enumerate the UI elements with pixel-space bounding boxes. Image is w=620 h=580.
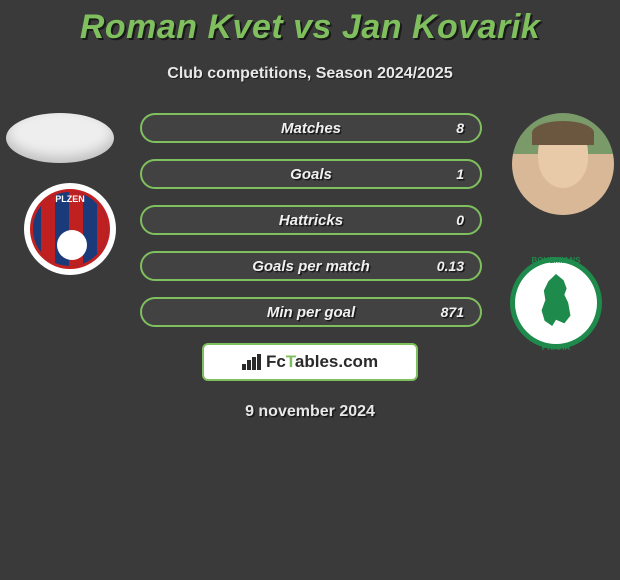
player2-club-badge: BOHEMIANS PRAHA — [510, 257, 602, 349]
fctables-logo: FcTables.com — [202, 343, 418, 381]
bohemians-text-top: BOHEMIANS — [526, 256, 586, 265]
stat-row-hattricks: Hattricks 0 — [140, 205, 482, 235]
stat-rows: Matches 8 Goals 1 Hattricks 0 Goals per … — [140, 113, 482, 327]
stat-label: Matches — [281, 120, 341, 137]
logo-text-green: T — [286, 352, 295, 371]
stat-value: 8 — [456, 120, 464, 136]
player2-name: Jan Kovarik — [342, 8, 540, 46]
vs-text: vs — [293, 8, 332, 46]
plzen-badge-icon: PLZEN — [30, 189, 110, 269]
logo-text-part2: ables.com — [295, 352, 378, 371]
stat-row-matches: Matches 8 — [140, 113, 482, 143]
page-title: Roman Kvet vs Jan Kovarik — [0, 0, 620, 47]
stat-value: 1 — [456, 166, 464, 182]
stat-label: Hattricks — [279, 212, 343, 229]
bars-icon — [242, 354, 262, 370]
stat-row-min-per-goal: Min per goal 871 — [140, 297, 482, 327]
player1-avatar — [6, 113, 114, 163]
bohemians-badge-icon: BOHEMIANS PRAHA — [526, 268, 586, 338]
logo-text-part1: Fc — [266, 352, 286, 371]
stat-row-goals-per-match: Goals per match 0.13 — [140, 251, 482, 281]
comparison-content: PLZEN BOHEMIANS PRAHA Matches 8 Goals 1 … — [0, 113, 620, 421]
logo-text: FcTables.com — [266, 352, 378, 372]
bohemians-text-bottom: PRAHA — [526, 343, 586, 352]
player1-name: Roman Kvet — [80, 8, 283, 46]
stat-label: Goals per match — [252, 258, 370, 275]
plzen-badge-text: PLZEN — [33, 194, 107, 204]
stat-value: 871 — [441, 304, 464, 320]
subtitle: Club competitions, Season 2024/2025 — [0, 65, 620, 83]
player1-club-badge: PLZEN — [24, 183, 116, 275]
stat-value: 0.13 — [437, 258, 464, 274]
player2-avatar — [512, 113, 614, 215]
stat-row-goals: Goals 1 — [140, 159, 482, 189]
stat-label: Min per goal — [267, 304, 355, 321]
stat-value: 0 — [456, 212, 464, 228]
date-text: 9 november 2024 — [0, 403, 620, 421]
stat-label: Goals — [290, 166, 332, 183]
